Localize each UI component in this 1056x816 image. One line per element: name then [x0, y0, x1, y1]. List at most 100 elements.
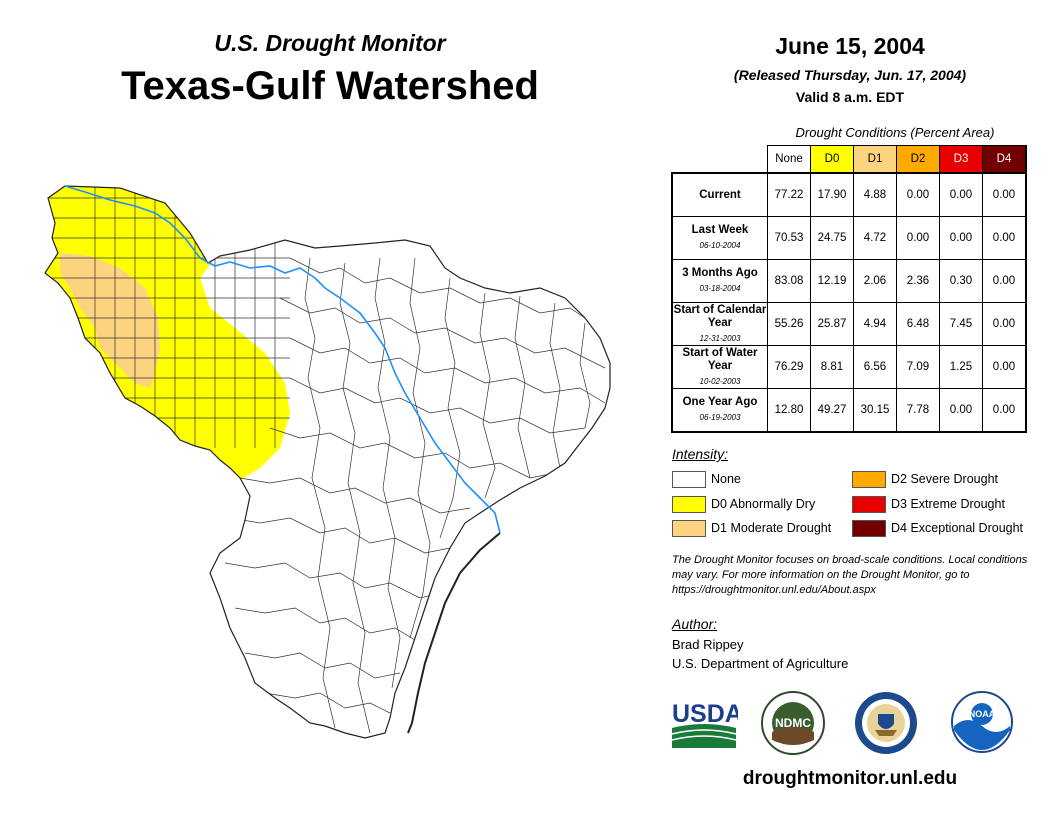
row-label-date: 10-02-2003: [699, 376, 741, 386]
table-cell-d3: 0.30: [939, 259, 983, 303]
ndmc-logo-text: NDMC: [775, 716, 811, 730]
table-cell-d3: 0.00: [939, 216, 983, 260]
table-cell-d0: 17.90: [810, 172, 854, 217]
legend-swatch: [852, 471, 886, 488]
table-cell-d1: 6.56: [853, 345, 897, 389]
ndmc-logo: NDMC: [761, 691, 825, 755]
table-cell-d4: 0.00: [982, 216, 1027, 260]
legend-label: D2 Severe Drought: [891, 472, 999, 486]
watershed-outline: [44, 185, 611, 739]
row-label: One Year Ago 06-19-2003: [671, 388, 768, 433]
author-label: Author:: [672, 616, 718, 632]
legend-swatch: [672, 520, 706, 537]
usda-logo: USDA: [671, 700, 738, 748]
table-cell-d2: 0.00: [896, 172, 940, 217]
map-title: Texas-Gulf Watershed: [121, 64, 539, 108]
table-cell-d4: 0.00: [982, 172, 1027, 217]
row-label-date: 06-19-2003: [699, 413, 741, 422]
drought-conditions-table: None D0 D1 D2 D3 D4 Current 77.22 17.90 4.8…: [671, 145, 1027, 433]
table-cell-d0: 12.19: [810, 259, 854, 303]
table-body: Current 77.22 17.90 4.88 0.00 0.00 0.00 Last We…: [671, 172, 1027, 433]
commerce-seal-logo: [855, 692, 917, 754]
map-subtitle: U.S. Drought Monitor: [214, 30, 446, 56]
row-label-name: One Year Ago: [682, 396, 758, 408]
table-cell-d0: 25.87: [810, 302, 854, 346]
legend-swatch: [852, 496, 886, 513]
legend-swatch: [852, 520, 886, 537]
legend-label: D1 Moderate Drought: [711, 521, 832, 535]
row-label-name: Start of Water Year: [682, 346, 758, 372]
noaa-logo-text: NOAA: [969, 709, 996, 719]
intensity-legend-title: Intensity:: [672, 446, 729, 462]
table-cell-d1: 4.72: [853, 216, 897, 260]
row-label: 3 Months Ago 03-18-2004: [671, 259, 768, 303]
table-cell-d1: 2.06: [853, 259, 897, 303]
usda-logo-text: USDA: [672, 700, 738, 728]
table-cell-d3: 0.00: [939, 172, 983, 217]
legend-swatch: [672, 471, 706, 488]
county-lines: [45, 186, 606, 734]
d0-region: [45, 186, 290, 483]
noaa-logo: NOAA: [951, 691, 1013, 753]
table-row: 3 Months Ago 03-18-2004 83.08 12.19 2.06 2.36…: [671, 259, 1027, 303]
row-label-name: 3 Months Ago: [682, 267, 758, 279]
table-cell-d4: 0.00: [982, 388, 1027, 433]
release-date: (Released Thursday, Jun. 17, 2004): [733, 67, 967, 83]
table-cell-d1: 30.15: [853, 388, 897, 433]
col-header-d4: D4: [982, 145, 1027, 174]
row-label-name: Current: [699, 188, 741, 201]
legend-label: None: [711, 472, 741, 486]
row-label-date: 06-10-2004: [699, 241, 741, 250]
row-label-name: Start of Calendar Year: [673, 303, 767, 329]
author-organization: U.S. Department of Agriculture: [672, 656, 849, 671]
table-cell-none: 70.53: [767, 216, 811, 260]
legend-label: D4 Exceptional Drought: [891, 521, 1024, 535]
table-cell-d2: 2.36: [896, 259, 940, 303]
valid-time: Valid 8 a.m. EDT: [795, 89, 905, 105]
coastline: [407, 532, 501, 734]
table-cell-d3: 1.25: [939, 345, 983, 389]
table-corner: [672, 146, 768, 174]
table-row: Start of Water Year 10-02-2003 76.29 8.81 6.…: [671, 345, 1027, 389]
col-header-d2: D2: [896, 145, 940, 174]
map-date: June 15, 2004: [775, 33, 925, 59]
row-label: Last Week 06-10-2004: [671, 216, 768, 260]
row-label-name: Last Week: [691, 224, 749, 236]
table-cell-d1: 4.88: [853, 172, 897, 217]
table-cell-d4: 0.00: [982, 259, 1027, 303]
col-header-d3: D3: [939, 145, 983, 174]
red-river: [64, 185, 501, 534]
table-caption: Drought Conditions (Percent Area): [795, 125, 995, 140]
table-row: Last Week 06-10-2004 70.53 24.75 4.72 0.00 0.0…: [671, 216, 1027, 260]
legend-swatch: [672, 496, 706, 513]
watershed-map: [44, 185, 611, 739]
legend-label: D0 Abnormally Dry: [711, 497, 816, 511]
website-url[interactable]: droughtmonitor.unl.edu: [742, 768, 958, 789]
legend-label: D3 Extreme Drought: [891, 497, 1005, 511]
row-label-date: 12-31-2003: [699, 333, 741, 343]
table-cell-d2: 6.48: [896, 302, 940, 346]
row-label: Start of Water Year 10-02-2003: [671, 345, 768, 389]
table-cell-d0: 49.27: [810, 388, 854, 433]
col-header-d1: D1: [853, 145, 897, 174]
table-cell-none: 77.22: [767, 172, 811, 217]
table-cell-none: 83.08: [767, 259, 811, 303]
table-row: One Year Ago 06-19-2003 12.80 49.27 30.15 7.7…: [671, 388, 1027, 433]
disclaimer-note: The Drought Monitor focuses on broad-sca…: [672, 554, 1028, 596]
table-cell-d4: 0.00: [982, 302, 1027, 346]
row-label-date: 03-18-2004: [699, 284, 741, 293]
row-label: Current: [671, 172, 768, 217]
table-cell-d0: 24.75: [810, 216, 854, 260]
table-cell-d3: 0.00: [939, 388, 983, 433]
table-cell-d0: 8.81: [810, 345, 854, 389]
table-row: Start of Calendar Year 12-31-2003 55.26 25.…: [671, 302, 1027, 346]
table-row: Current 77.22 17.90 4.88 0.00 0.00 0.00: [671, 172, 1027, 217]
col-header-none: None: [767, 145, 811, 174]
table-cell-none: 12.80: [767, 388, 811, 433]
table-cell-d1: 4.94: [853, 302, 897, 346]
row-label: Start of Calendar Year 12-31-2003: [671, 302, 768, 346]
table-cell-d2: 7.09: [896, 345, 940, 389]
author-name: Brad Rippey: [672, 637, 744, 652]
table-cell-none: 76.29: [767, 345, 811, 389]
table-cell-d2: 7.78: [896, 388, 940, 433]
